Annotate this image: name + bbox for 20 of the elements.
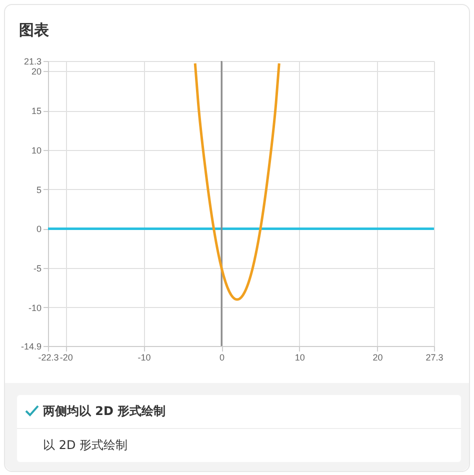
text: 以 2D 形式绘制 [43,438,128,452]
x-tick-label: 10 [294,352,305,362]
y-tick-label: 20 [31,66,42,77]
x-tick-label: 20 [372,352,383,362]
y-tick-label: 0 [36,224,42,234]
x-tick-label: -22.3 [38,352,59,362]
x-tick-label: 27.3 [426,352,444,362]
line-series [194,62,280,301]
x-tick-label: -10 [138,352,151,362]
x-tick-label: 0 [220,352,225,362]
y-tick-label: 10 [31,145,42,156]
y-tick-label: 5 [36,184,42,195]
chart-title: 图表 [19,21,49,40]
y-tick-label: -10 [28,302,42,313]
y-tick-label: 15 [31,106,42,116]
y-tick-label: -14.9 [20,342,42,352]
text: 两侧均以 2D 形式绘制 [43,404,166,418]
y-tick-label: -5 [33,264,42,274]
x-tick-label: -20 [60,352,73,362]
y-tick-label: 21.3 [24,56,42,66]
